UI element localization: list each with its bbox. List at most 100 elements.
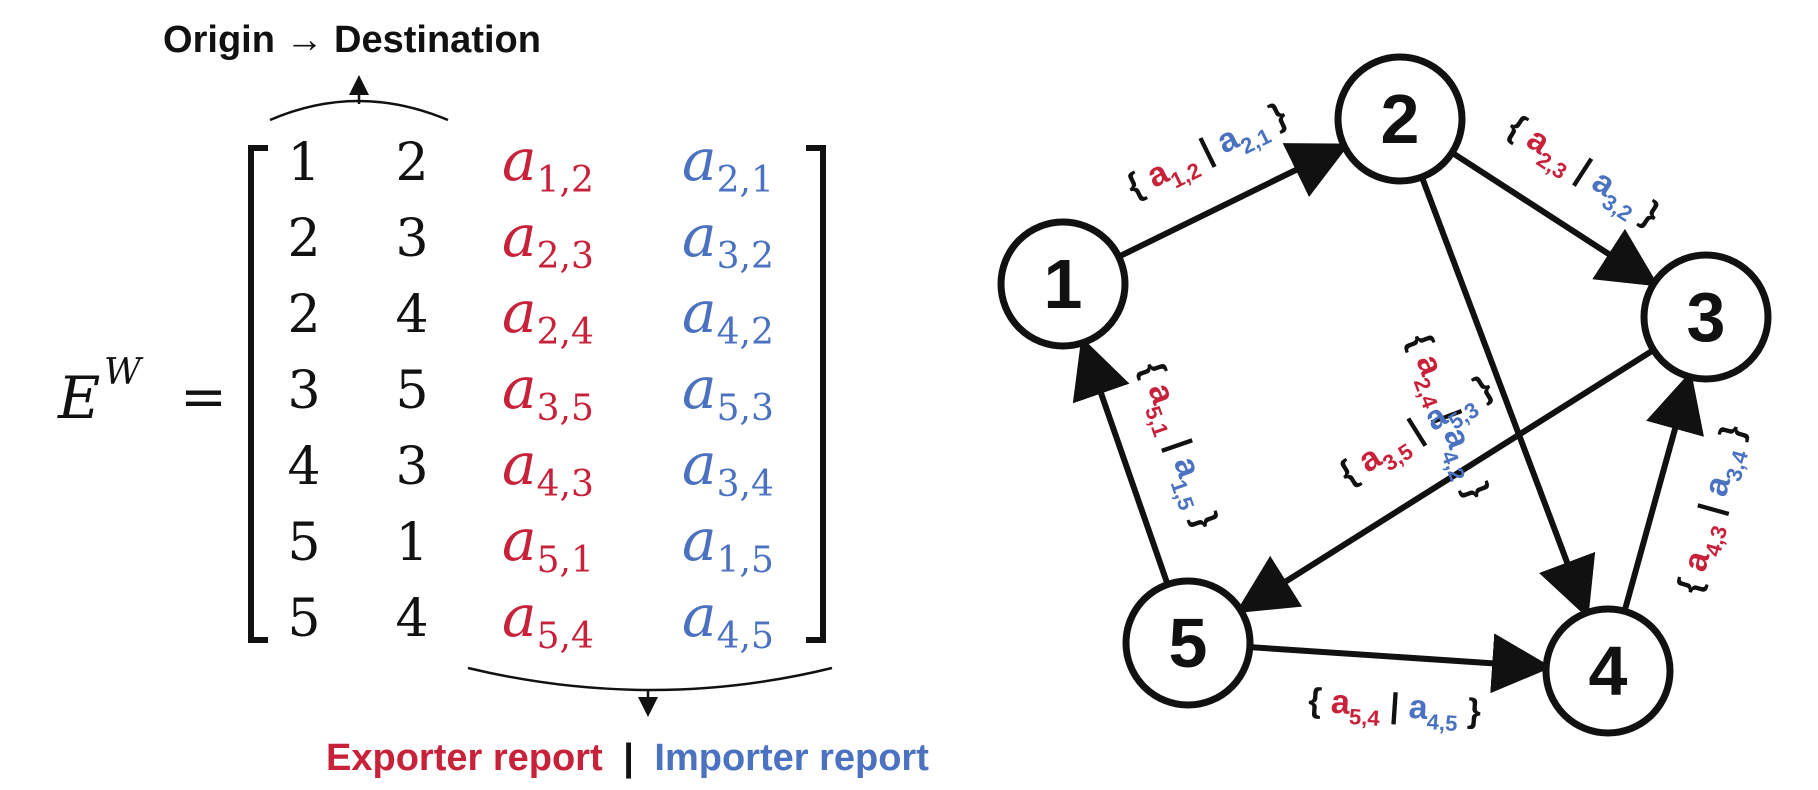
importer-value-subscript: 3,4: [717, 464, 774, 505]
edge-exporter-subscript: 5,4: [1348, 704, 1381, 731]
importer-value-subscript: 5,3: [717, 388, 774, 429]
exporter-value-cell: a4,3: [502, 430, 594, 505]
bottom-brace: [467, 666, 833, 692]
exporter-value-subscript: 2,3: [537, 236, 594, 277]
node-3: 3: [1640, 251, 1772, 383]
destination-cell: 1: [395, 513, 428, 573]
destination-cell: 2: [395, 133, 428, 193]
destination-cell: 3: [395, 209, 428, 269]
node-label: 3: [1687, 278, 1726, 356]
edge-importer-subscript: 3,4: [1721, 447, 1753, 484]
importer-value-base: a: [682, 202, 717, 270]
edge-label-3-5: { a3,5 | a5,3 }: [1332, 368, 1498, 492]
edge-label-4-3: { a4,3 | a3,4 }: [1670, 421, 1759, 600]
node-circle: [1542, 605, 1674, 737]
edge-label-1-2: { a1,2 | a2,1 }: [1120, 95, 1292, 205]
brace-open: {: [1307, 681, 1332, 720]
origin-cell: 1: [287, 133, 320, 193]
edge-label-text: { a5,4 | a4,5 }: [1307, 681, 1482, 737]
destination-cell: 4: [395, 285, 428, 345]
node-5: 5: [1122, 577, 1254, 709]
node-circle: [1334, 53, 1466, 185]
importer-value-subscript: 4,2: [717, 312, 774, 353]
exporter-value-cell: a5,1: [502, 506, 594, 581]
edge-label-5-4: { a5,4 | a4,5 }: [1307, 681, 1482, 737]
matrix-panel: Origin → Destination E W = 1 2 a1,2 a2,12 3 a…: [57, 19, 929, 779]
edge-exporter-subscript: 4,3: [1700, 523, 1732, 559]
importer-value-base: a: [682, 582, 717, 650]
importer-value-subscript: 2,1: [717, 160, 774, 201]
node-circle: [997, 218, 1129, 350]
graph-nodes: 1 2 3 4 5: [997, 53, 1772, 737]
exporter-value-subscript: 4,3: [537, 464, 594, 505]
brace-close: }: [1710, 421, 1753, 453]
edge-1-to-2: [1119, 143, 1350, 259]
matrix-rows: 1 2 a1,2 a2,12 3 a2,3 a3,22 4 a2,4 a4,23 5 a3,5 a5,3…: [287, 126, 773, 657]
importer-value-subscript: 1,5: [717, 540, 774, 581]
destination-cell: 4: [395, 589, 428, 649]
edge-exporter-base: a: [1330, 683, 1352, 722]
exporter-value-subscript: 1,2: [537, 160, 594, 201]
exporter-value-base: a: [502, 278, 537, 346]
edge-2-to-4: [1419, 177, 1596, 619]
importer-report-label: Importer report: [654, 737, 929, 779]
matrix-row: 5 4 a5,4 a4,5: [287, 582, 773, 657]
matrix-row: 2 3 a2,3 a3,2: [287, 202, 773, 277]
importer-value-base: a: [682, 354, 717, 422]
importer-value-base: a: [682, 278, 717, 346]
destination-cell: 3: [395, 437, 428, 497]
importer-value-cell: a5,3: [682, 354, 774, 429]
importer-value-base: a: [682, 126, 717, 194]
exporter-value-base: a: [502, 354, 537, 422]
exporter-value-cell: a1,2: [502, 126, 594, 201]
importer-value-base: a: [682, 506, 717, 574]
origin-cell: 2: [287, 209, 320, 269]
matrix-symbol: E: [57, 364, 100, 432]
brace-close: }: [1457, 691, 1482, 730]
origin-destination-label: Origin → Destination: [163, 19, 541, 61]
origin-cell: 5: [287, 513, 320, 573]
matrix-row: 4 3 a4,3 a3,4: [287, 430, 773, 505]
exporter-value-cell: a2,4: [502, 278, 594, 353]
importer-value-subscript: 3,2: [717, 236, 774, 277]
exporter-value-subscript: 2,4: [537, 312, 594, 353]
origin-cell: 2: [287, 285, 320, 345]
node-label: 2: [1381, 80, 1420, 158]
importer-value-cell: a3,2: [682, 202, 774, 277]
matrix-superscript: W: [104, 352, 144, 393]
edge-label-text: { a4,3 | a3,4 }: [1670, 421, 1759, 600]
importer-value-subscript: 4,5: [717, 616, 774, 657]
exporter-value-base: a: [502, 430, 537, 498]
edge-importer-subscript: 4,5: [1426, 709, 1458, 736]
importer-value-cell: a4,2: [682, 278, 774, 353]
edge-label-text: { a2,3 | a3,2 }: [1497, 107, 1667, 239]
exporter-value-subscript: 3,5: [537, 388, 594, 429]
node-circle: [1640, 251, 1772, 383]
right-bracket: [806, 145, 826, 643]
network-graph: { a1,2 | a2,1 }{ a2,3 | a3,2 }{ a2,4 | a…: [997, 53, 1772, 737]
exporter-report-label: Exporter report: [326, 737, 603, 779]
edge-separator: |: [1379, 686, 1410, 726]
exporter-value-cell: a2,3: [502, 202, 594, 277]
graph-edges: [1072, 143, 1704, 694]
node-2: 2: [1334, 53, 1466, 185]
exporter-value-subscript: 5,1: [537, 540, 594, 581]
node-1: 1: [997, 218, 1129, 350]
importer-value-cell: a3,4: [682, 430, 774, 505]
edge-importer-base: a: [1408, 688, 1430, 727]
origin-cell: 5: [287, 589, 320, 649]
edge-3-to-5: [1235, 348, 1654, 614]
exporter-value-subscript: 5,4: [537, 616, 594, 657]
node-label: 4: [1589, 632, 1628, 710]
node-circle: [1122, 577, 1254, 709]
edge-5-to-4: [1251, 633, 1553, 694]
origin-cell: 3: [287, 361, 320, 421]
node-label: 1: [1044, 245, 1083, 323]
exporter-value-cell: a5,4: [502, 582, 594, 657]
exporter-value-base: a: [502, 506, 537, 574]
node-label: 5: [1169, 604, 1208, 682]
exporter-value-base: a: [502, 126, 537, 194]
edge-label-2-3: { a2,3 | a3,2 }: [1497, 107, 1667, 239]
origin-cell: 4: [287, 437, 320, 497]
